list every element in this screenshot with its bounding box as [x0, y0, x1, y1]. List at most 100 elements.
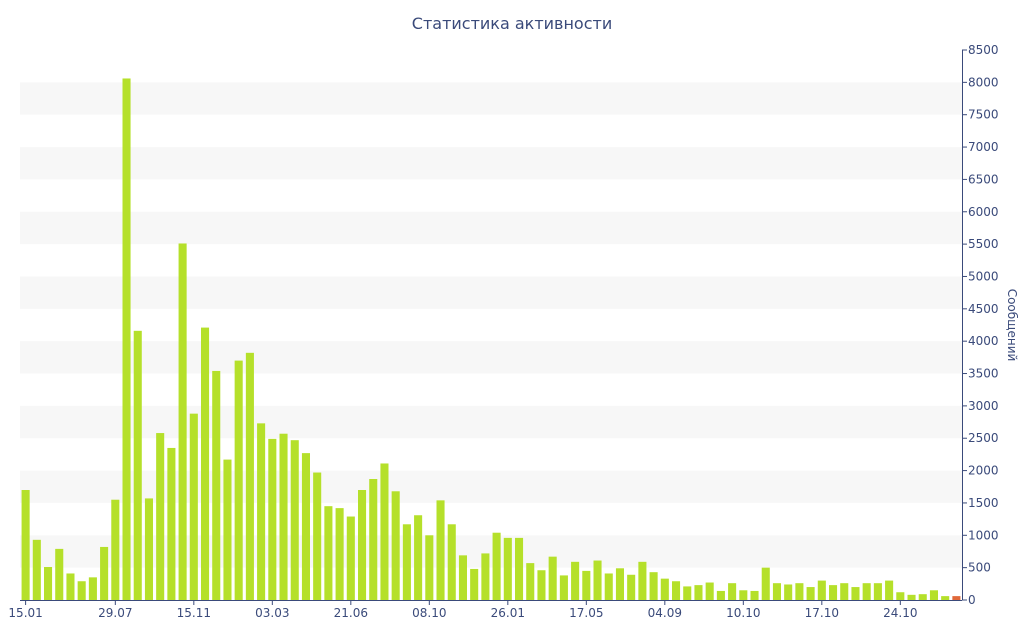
x-tick-label: 10.10 — [726, 606, 760, 620]
x-tick-label: 04.09 — [648, 606, 682, 620]
bar — [245, 352, 254, 600]
bar — [77, 581, 86, 600]
bar — [369, 479, 378, 600]
x-tick-label: 17.10 — [805, 606, 839, 620]
bar — [716, 590, 725, 600]
bar-series — [21, 78, 961, 601]
bar — [88, 577, 97, 600]
bar — [414, 515, 423, 600]
grid-band — [20, 147, 962, 180]
bar — [436, 500, 445, 600]
bar — [829, 585, 838, 600]
bar — [100, 546, 109, 600]
x-tick-label: 17.05 — [569, 606, 603, 620]
bar — [189, 413, 198, 600]
bar — [447, 524, 456, 600]
bar — [458, 555, 467, 600]
bar — [772, 583, 781, 600]
bar — [290, 440, 299, 600]
bar — [32, 539, 41, 600]
bar — [795, 583, 804, 600]
x-tick-label: 15.01 — [8, 606, 42, 620]
bar — [571, 561, 580, 600]
grid-band — [20, 470, 962, 503]
bar — [335, 508, 344, 600]
x-tick-label: 21.06 — [334, 606, 368, 620]
bar — [492, 532, 501, 600]
bar — [784, 584, 793, 600]
bar — [559, 575, 568, 600]
chart-title: Статистика активности — [411, 14, 613, 33]
y-tick-label: 4500 — [968, 302, 999, 316]
bar — [44, 567, 53, 600]
grid-band — [20, 341, 962, 374]
bar — [750, 590, 759, 600]
y-tick-label: 3500 — [968, 367, 999, 381]
y-tick-label: 1500 — [968, 496, 999, 510]
grid-band — [20, 82, 962, 115]
y-tick-label: 5000 — [968, 269, 999, 283]
grid-band — [20, 405, 962, 439]
bar — [615, 568, 624, 600]
grid-band — [20, 535, 962, 568]
bar — [391, 491, 400, 600]
grid-bands — [20, 82, 962, 568]
bar — [201, 327, 210, 600]
y-tick-label: 2500 — [968, 431, 999, 445]
y-tick-label: 6500 — [968, 172, 999, 186]
y-tick-label: 6000 — [968, 205, 999, 219]
bar — [223, 459, 232, 600]
x-tick-label: 26.01 — [491, 606, 525, 620]
bar — [268, 438, 277, 600]
bar — [694, 585, 703, 600]
bar — [178, 243, 187, 600]
x-tick-label: 29.07 — [98, 606, 132, 620]
y-axis-title: Сообщений — [1005, 289, 1019, 362]
x-axis: 15.01 29.07 15.11 03.03 21.06 08.10 26.01 17.05… — [8, 600, 962, 620]
y-tick-label: 4000 — [968, 334, 999, 348]
y-tick-label: 0 — [968, 593, 976, 607]
bar — [683, 586, 692, 600]
bar — [470, 568, 479, 600]
bar — [907, 594, 916, 600]
x-tick-label: 24.10 — [883, 606, 917, 620]
bar — [55, 548, 64, 600]
bar — [144, 498, 153, 600]
bar — [156, 433, 165, 600]
bar — [481, 553, 490, 600]
bar — [21, 490, 30, 600]
bar — [111, 499, 120, 600]
bar — [537, 570, 546, 600]
y-axis: 0 500 1000 1500 2000 2500 3000 3500 4000 4500 5000… — [962, 43, 999, 607]
y-tick-label: 2000 — [968, 464, 999, 478]
bar — [324, 506, 333, 600]
grid-band — [20, 211, 962, 245]
bar — [234, 360, 243, 600]
bar — [380, 463, 389, 600]
bar — [358, 490, 367, 600]
bar — [862, 583, 871, 600]
bar — [212, 370, 221, 600]
y-tick-label: 7500 — [968, 108, 999, 122]
bar — [425, 535, 434, 600]
bar — [279, 433, 288, 600]
bar — [167, 447, 176, 600]
bar — [122, 78, 131, 601]
bar — [851, 587, 860, 600]
bar — [638, 561, 647, 600]
x-tick-label: 15.11 — [177, 606, 211, 620]
bar — [873, 583, 882, 600]
bar — [941, 596, 950, 600]
bar — [257, 423, 266, 600]
bar — [66, 573, 75, 600]
bar — [301, 453, 310, 600]
x-tick-label: 03.03 — [255, 606, 289, 620]
y-tick-label: 8500 — [968, 43, 999, 57]
bar — [952, 596, 961, 600]
y-tick-label: 7000 — [968, 140, 999, 154]
bar — [526, 563, 535, 600]
bar — [672, 581, 681, 600]
bar — [515, 537, 524, 600]
bar — [346, 516, 355, 600]
